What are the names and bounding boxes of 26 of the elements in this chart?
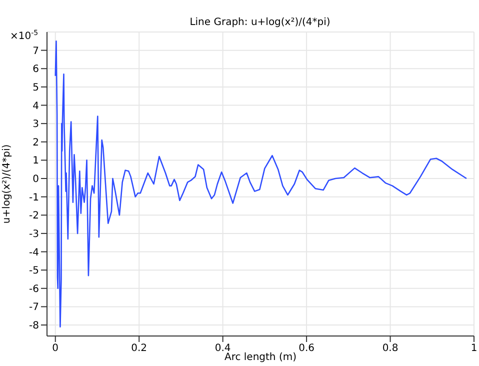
y-tick-label: 4 xyxy=(32,100,39,112)
x-tick-label: 0 xyxy=(52,343,59,354)
x-axis-title: Arc length (m) xyxy=(224,352,297,363)
y-tick-label: 1 xyxy=(32,156,39,167)
y-tick-label: 2 xyxy=(32,137,39,148)
y-axis-title: u+log(x²)/(4*pi) xyxy=(2,144,13,224)
y-tick-label: 6 xyxy=(32,64,39,76)
y-tick-label: -1 xyxy=(29,192,39,204)
x-tick-label: 1 xyxy=(470,343,478,354)
y-tick-label: 5 xyxy=(32,82,39,94)
y-tick-label: -4 xyxy=(29,247,39,258)
line-series xyxy=(54,40,468,328)
y-tick-label: 3 xyxy=(32,119,39,130)
x-tick-label: 0.2 xyxy=(131,343,148,354)
y-tick-label: -6 xyxy=(29,284,39,295)
y-tick-label: -8 xyxy=(29,320,39,332)
x-tick-label: 0.6 xyxy=(298,343,314,354)
y-tick-label: -2 xyxy=(29,210,39,222)
text: ×10$^{-5}$ xyxy=(10,29,38,42)
y-tick-label: 7 xyxy=(32,46,39,57)
y-tick-label: 0 xyxy=(32,174,39,186)
chart-title: Line Graph: u+log(x²)/(4*pi) xyxy=(190,17,330,28)
y-tick-label: -7 xyxy=(29,302,39,314)
x-tick-label: 0.8 xyxy=(382,343,398,354)
y-tick-label: -5 xyxy=(29,266,39,277)
y-tick-label: -3 xyxy=(29,228,39,240)
